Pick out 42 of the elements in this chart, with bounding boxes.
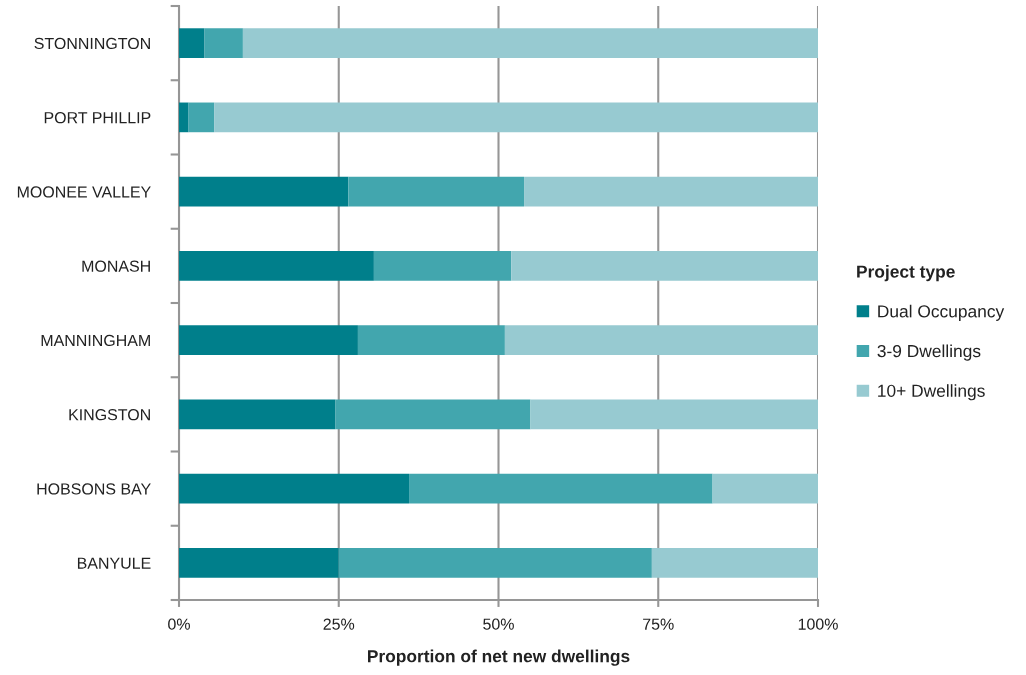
x-tick-label: 75% <box>643 618 674 630</box>
legend-label: Dual Occupancy <box>878 304 1005 321</box>
bar <box>409 473 713 504</box>
x-axis-title: Proportion of net new dwellings <box>368 649 630 666</box>
y-tick-label: MOONEE VALLEY <box>17 186 151 198</box>
x-tick-label: 25% <box>323 618 355 630</box>
bar <box>179 548 339 578</box>
y-tick-label: HOBSONS BAY <box>37 483 151 495</box>
legend-label: 10+ Dwellings <box>878 384 985 401</box>
y-tick-label: KINGSTON <box>69 409 150 421</box>
bar <box>338 548 652 578</box>
bar <box>179 176 349 207</box>
y-tick-label: MONASH <box>82 260 150 272</box>
bar <box>530 399 818 430</box>
bar <box>179 325 358 355</box>
legend-label: 3-9 Dwellings <box>877 344 981 361</box>
y-tick-label: BANYULE <box>77 557 151 569</box>
bar <box>357 325 505 355</box>
bar <box>179 251 374 281</box>
bar <box>179 473 410 504</box>
bar <box>179 102 189 133</box>
x-tick-label: 0% <box>168 618 190 630</box>
bar <box>214 102 818 133</box>
bar <box>179 28 205 58</box>
bar <box>188 102 215 133</box>
bar <box>511 251 818 281</box>
bar <box>712 473 818 504</box>
y-tick-label: STONNINGTON <box>34 37 150 50</box>
legend-title: Project type <box>857 265 955 282</box>
bar <box>348 176 525 207</box>
bar <box>242 28 818 58</box>
bar <box>504 325 818 355</box>
y-tick-label: PORT PHILLIP <box>44 112 151 124</box>
bar <box>335 399 531 430</box>
bar <box>651 548 818 578</box>
bar <box>204 28 243 58</box>
bar <box>373 251 512 281</box>
x-tick-label: 50% <box>483 618 514 630</box>
y-tick-label: MANNINGHAM <box>41 334 150 347</box>
bar <box>179 399 336 430</box>
bar <box>524 176 818 207</box>
x-tick-label: 100% <box>798 618 838 630</box>
